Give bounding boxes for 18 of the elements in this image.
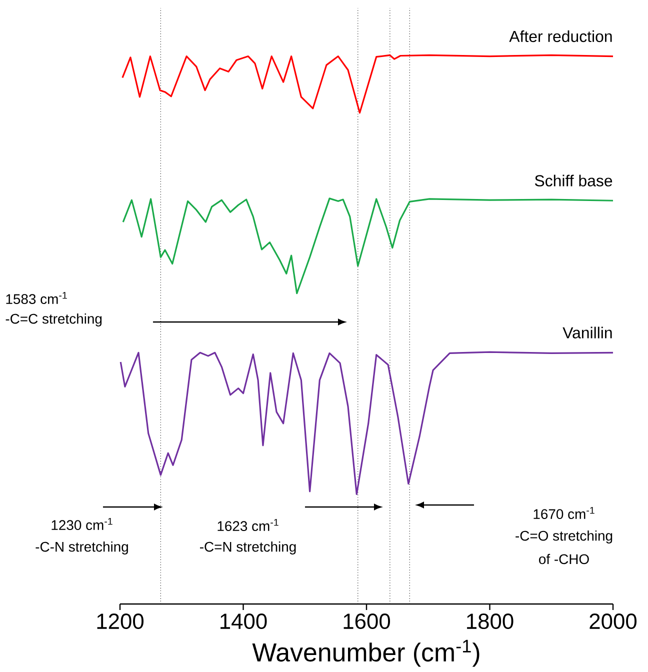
x-tick-label: 1600 xyxy=(344,614,390,630)
annotation: of -CHO xyxy=(539,554,589,564)
text: 1230 cm$^{-1}$ xyxy=(52,518,112,530)
series-label: After reduction xyxy=(509,30,612,42)
x-axis-title: Wavenumber (cm$^{-1}$) xyxy=(252,640,480,667)
x-tick-label: 1400 xyxy=(220,614,267,630)
annotation: -C=N stretching xyxy=(200,541,296,554)
x-tick-label: 2000 xyxy=(590,614,637,630)
annotation: -C=O stretching xyxy=(516,530,612,544)
annotation: 1623 cm$^{-1}$ xyxy=(218,518,278,532)
annotation: -C-N stretching xyxy=(36,541,128,554)
text: -C=C stretching xyxy=(6,313,102,326)
x-tick-label: 1200 xyxy=(97,614,144,630)
x-tick-label: 1800 xyxy=(467,614,514,630)
annotation: 1670 cm$^{-1}$ xyxy=(534,506,594,520)
text: 1583 cm$^{-1}$ xyxy=(6,292,67,304)
series-label: Vanillin xyxy=(562,326,612,338)
series-label: Schiff base xyxy=(534,174,612,186)
